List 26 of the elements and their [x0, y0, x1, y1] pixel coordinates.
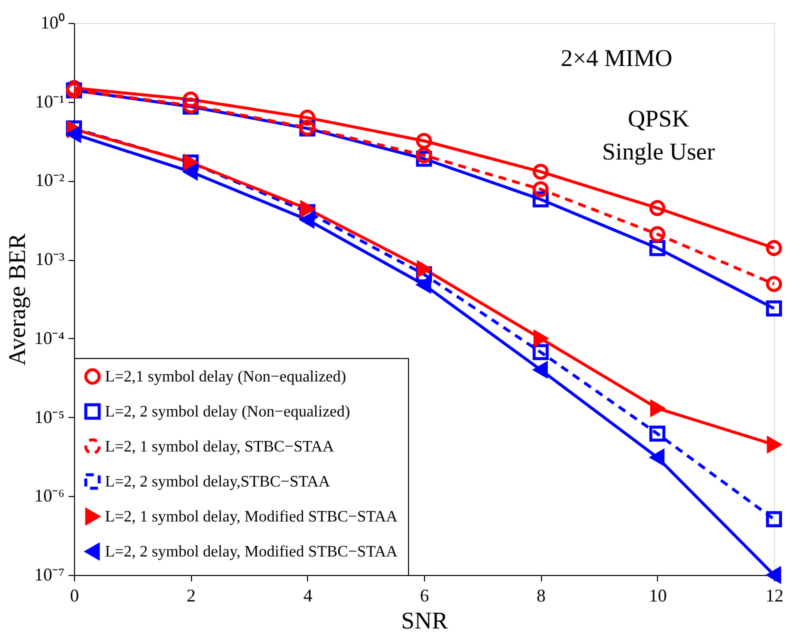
legend-label: L=2, 2 symbol delay, Modified STBC−STAA [105, 544, 398, 560]
y-tick-label: 10⁻⁴ [34, 328, 64, 348]
legend-label: L=2, 2 symbol delay,STBC−STAA [105, 474, 331, 490]
annotation: QPSK [628, 106, 690, 133]
x-tick-label: 6 [420, 586, 429, 606]
legend-label: L=2, 1 symbol delay, Modified STBC−STAA [105, 508, 398, 526]
legend-label: L=2,1 symbol delay (Non−equalized) [105, 368, 346, 386]
y-axis-title: Average BER [5, 233, 32, 366]
y-tick-label: 10⁰ [40, 12, 64, 32]
legend-label: L=2, 2 symbol delay (Non−equalized) [105, 404, 350, 420]
x-tick-label: 2 [186, 586, 196, 606]
x-tick-label: 10 [648, 586, 667, 606]
y-tick-label: 10⁻¹ [35, 91, 64, 112]
x-tick-label: 0 [70, 586, 79, 606]
x-tick-label: 8 [536, 586, 546, 606]
y-tick-label: 10⁻⁵ [34, 406, 64, 427]
y-tick-label: 10⁻² [35, 170, 64, 190]
y-tick-label: 10⁻⁶ [34, 486, 64, 506]
x-tick-label: 4 [303, 586, 312, 606]
y-tick-label: 10⁻⁷ [34, 564, 64, 584]
x-tick-label: 12 [766, 586, 784, 606]
legend-label: L=2, 1 symbol delay, STBC−STAA [105, 438, 335, 456]
x-axis-title: SNR [401, 608, 448, 634]
annotation: 2×4 MIMO [560, 46, 672, 72]
y-tick-label: 10⁻³ [35, 249, 66, 270]
annotation: Single User [602, 140, 715, 166]
